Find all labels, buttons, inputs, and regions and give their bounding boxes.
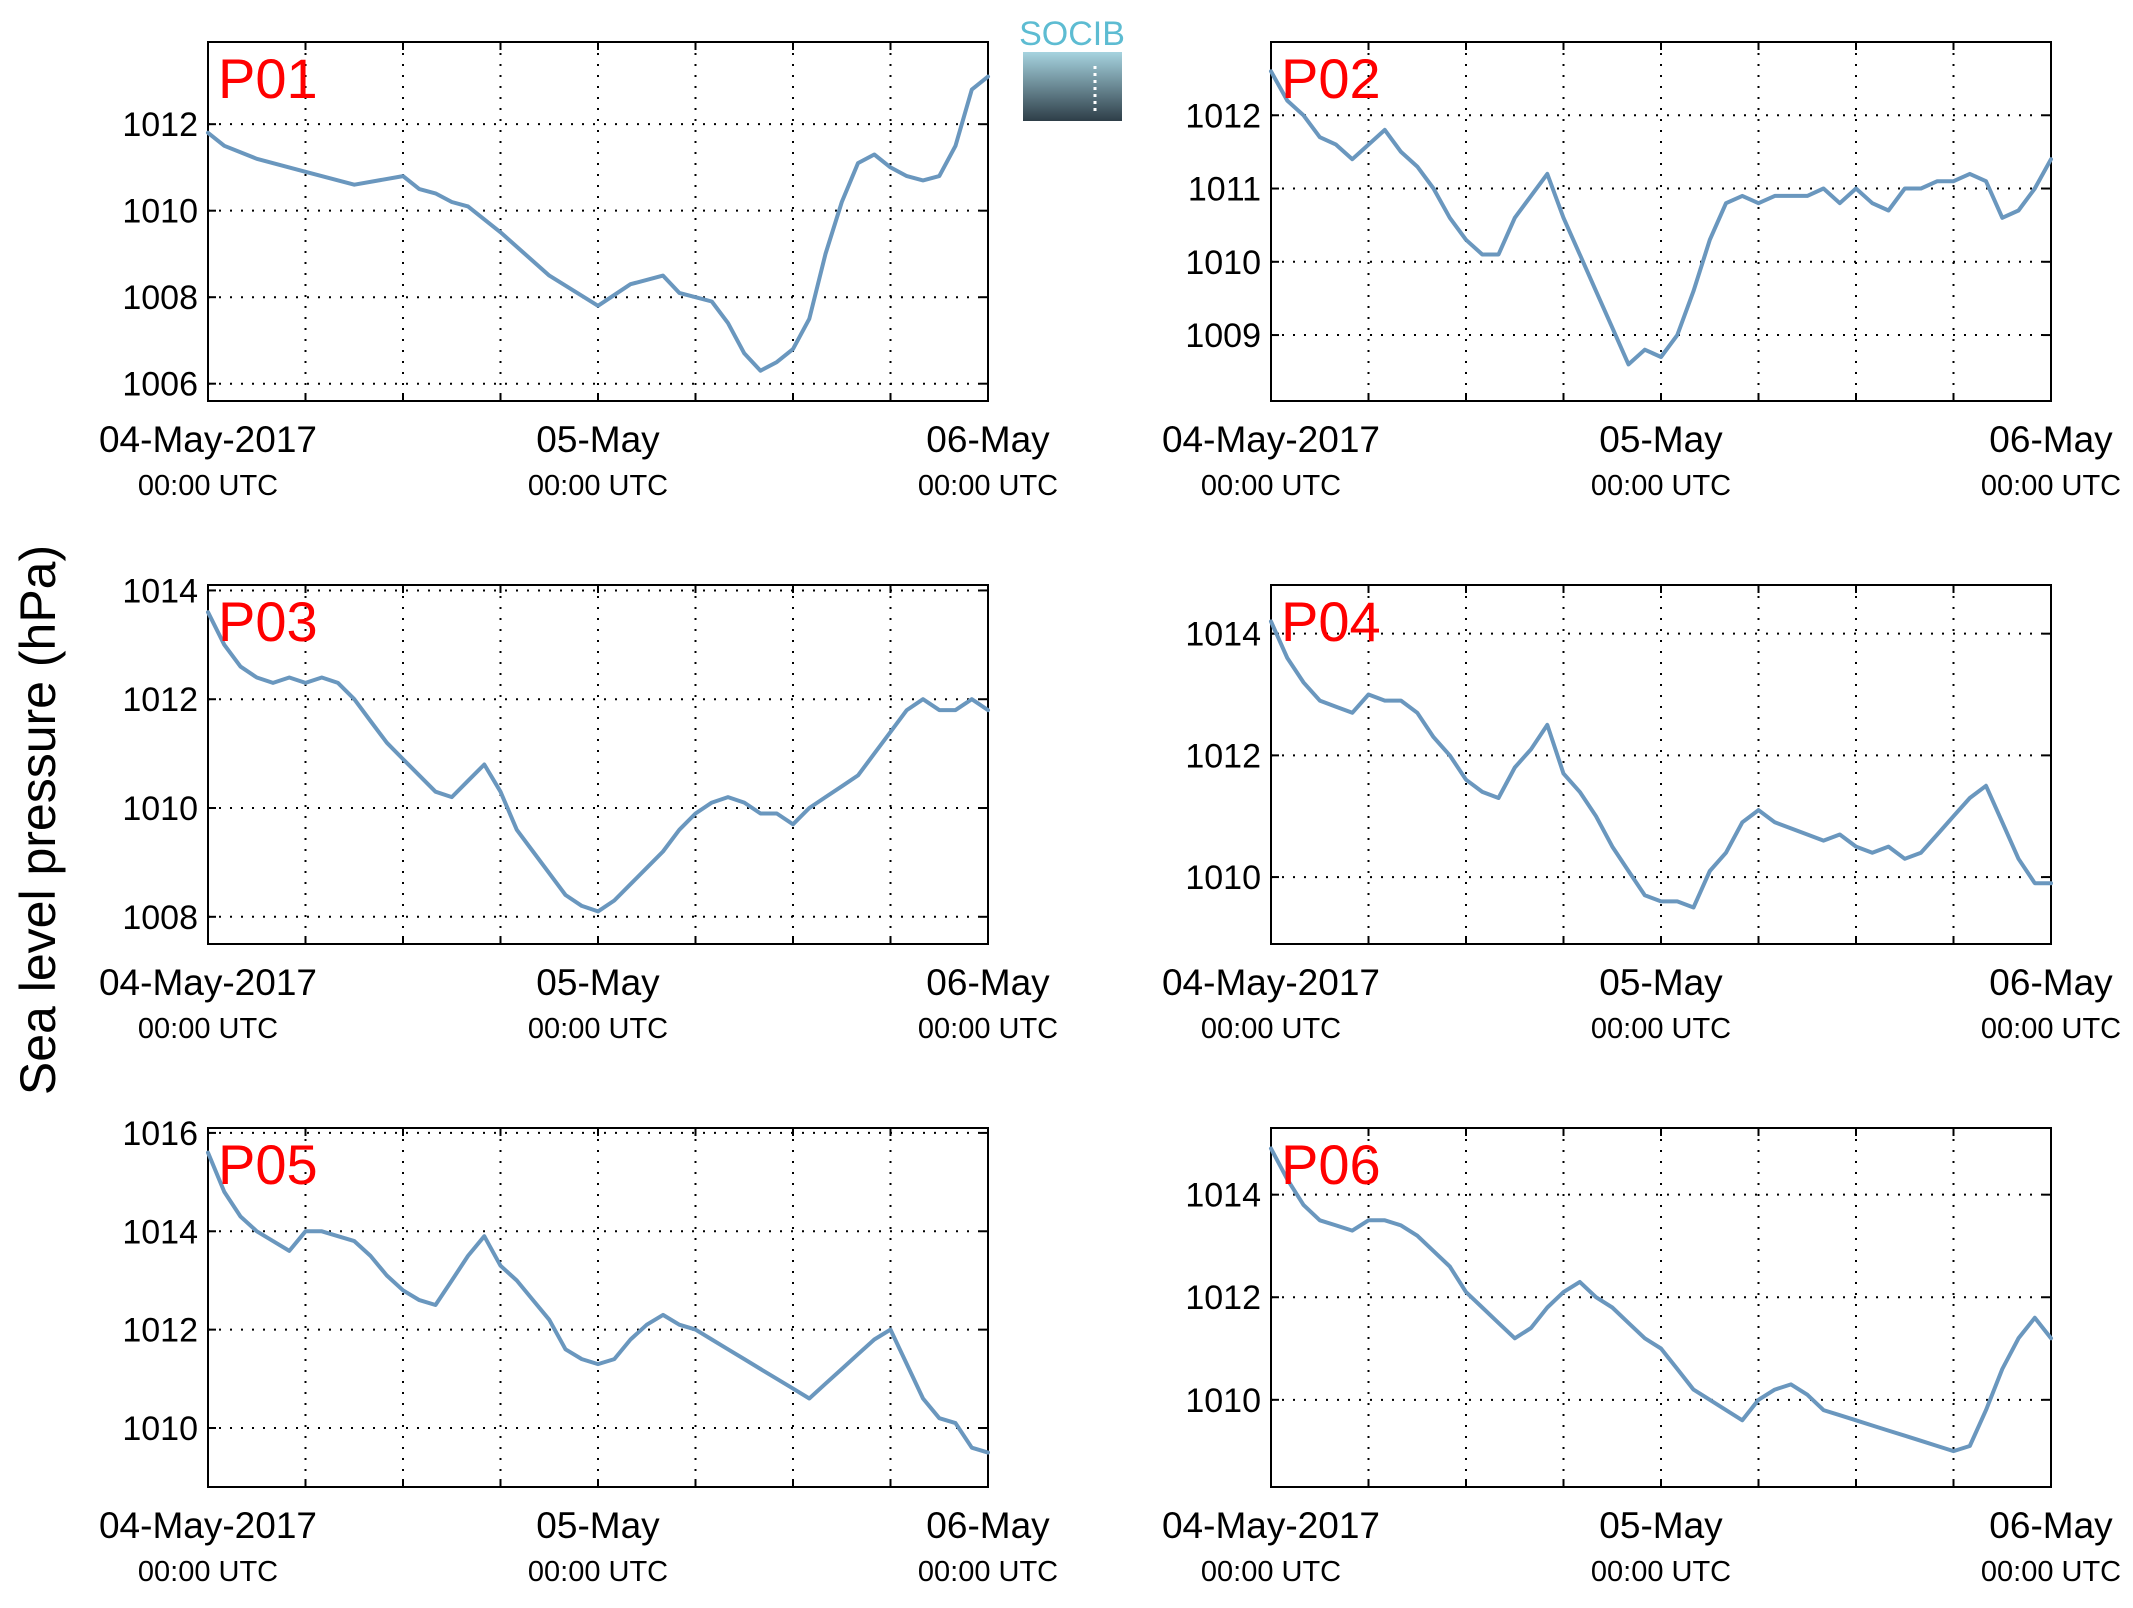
axes-frame (1270, 41, 2052, 402)
x-tick-label-time: 00:00 UTC (528, 1556, 668, 1588)
series-line (1269, 619, 2053, 910)
x-tick-label-time: 00:00 UTC (1981, 1556, 2121, 1588)
axes-frame (207, 1127, 989, 1488)
series-line (1269, 1146, 2053, 1454)
axes-frame (207, 41, 989, 402)
panel-label: P04 (1281, 590, 1381, 653)
y-axis-label: Sea level pressure (hPa) (10, 545, 66, 1095)
socib-logo: SOCIB (1019, 15, 1125, 121)
x-tick-label-date: 06-May (1989, 962, 2113, 1003)
x-tick-label-date: 06-May (926, 419, 1050, 460)
y-tick-label: 1014 (122, 572, 198, 610)
x-tick-label-date: 05-May (536, 1505, 660, 1546)
panel-label: P06 (1281, 1133, 1381, 1196)
y-tick-label: 1010 (1185, 244, 1261, 282)
x-tick-label-date: 04-May-2017 (99, 1505, 317, 1546)
x-tick-label-date: 06-May (926, 962, 1050, 1003)
x-tick-label-date: 04-May-2017 (1162, 1505, 1380, 1546)
x-tick-label-date: 05-May (536, 962, 660, 1003)
y-tick-label: 1014 (122, 1213, 198, 1251)
panel-p05: 1010 1012 1014 1016 04-May-2017 00:00 UTC 05-M… (99, 1115, 1058, 1588)
x-tick-label-date: 05-May (1599, 962, 1723, 1003)
panel-p03: 1008 1010 1012 1014 04-May-2017 00:00 UTC 05-M… (99, 572, 1058, 1045)
y-tick-label: 1010 (122, 193, 198, 231)
x-tick-label-time: 00:00 UTC (1591, 470, 1731, 502)
x-tick-label-time: 00:00 UTC (1981, 1013, 2121, 1045)
panel-label: P05 (218, 1133, 318, 1196)
x-tick-label-date: 05-May (536, 419, 660, 460)
y-tick-label: 1010 (1185, 1382, 1261, 1420)
x-tick-label-time: 00:00 UTC (1981, 470, 2121, 502)
axes-frame (207, 584, 989, 945)
x-tick-label-time: 00:00 UTC (1201, 470, 1341, 502)
y-tick-label: 1014 (1185, 1177, 1261, 1215)
y-tick-label: 1012 (122, 1312, 198, 1350)
x-tick-label-date: 05-May (1599, 1505, 1723, 1546)
x-tick-label-time: 00:00 UTC (1201, 1013, 1341, 1045)
panel-label: P01 (218, 47, 318, 110)
x-tick-label-date: 04-May-2017 (99, 419, 317, 460)
panel-p04: 1010 1012 1014 04-May-2017 00:00 UTC 05-May 00… (1162, 584, 2121, 1045)
panel-label: P02 (1281, 47, 1381, 110)
x-tick-label-date: 04-May-2017 (1162, 962, 1380, 1003)
x-tick-label-time: 00:00 UTC (138, 1556, 278, 1588)
x-tick-label-date: 06-May (1989, 1505, 2113, 1546)
x-tick-label-date: 06-May (1989, 419, 2113, 460)
y-tick-label: 1012 (1185, 97, 1261, 135)
panel-label: P03 (218, 590, 318, 653)
y-tick-label: 1014 (1185, 616, 1261, 654)
x-tick-label-time: 00:00 UTC (528, 1013, 668, 1045)
y-tick-label: 1012 (1185, 737, 1261, 775)
y-tick-label: 1012 (122, 681, 198, 719)
x-tick-label-time: 00:00 UTC (918, 1556, 1058, 1588)
y-tick-label: 1006 (122, 366, 198, 404)
x-tick-label-time: 00:00 UTC (138, 1013, 278, 1045)
y-tick-label: 1010 (122, 790, 198, 828)
axes-frame (1270, 584, 2052, 945)
logo-text: SOCIB (1019, 15, 1125, 53)
x-tick-label-time: 00:00 UTC (918, 470, 1058, 502)
y-tick-label: 1012 (1185, 1279, 1261, 1317)
panel-p06: 1010 1012 1014 04-May-2017 00:00 UTC 05-May 00… (1162, 1127, 2121, 1588)
x-tick-label-time: 00:00 UTC (138, 470, 278, 502)
y-tick-label: 1012 (122, 106, 198, 144)
x-tick-label-time: 00:00 UTC (528, 470, 668, 502)
x-tick-label-date: 05-May (1599, 419, 1723, 460)
x-tick-label-date: 04-May-2017 (99, 962, 317, 1003)
axes-frame (1270, 1127, 2052, 1488)
panel-p01: 1006 1008 1010 1012 04-May-2017 00:00 UTC 05-M… (99, 41, 1058, 502)
series-line (206, 74, 990, 373)
y-tick-label: 1009 (1185, 317, 1261, 355)
x-tick-label-date: 06-May (926, 1505, 1050, 1546)
series-line (206, 610, 990, 914)
series-line (1269, 69, 2053, 367)
x-tick-label-time: 00:00 UTC (1591, 1556, 1731, 1588)
y-tick-label: 1008 (122, 279, 198, 317)
panel-p02: 1009 1010 1011 1012 04-May-2017 00:00 UTC 05-M… (1162, 41, 2121, 502)
x-tick-label-time: 00:00 UTC (918, 1013, 1058, 1045)
x-tick-label-time: 00:00 UTC (1201, 1556, 1341, 1588)
series-line (206, 1150, 990, 1455)
logo-block (1023, 52, 1122, 121)
y-tick-label: 1010 (1185, 859, 1261, 897)
y-tick-label: 1010 (122, 1410, 198, 1448)
x-tick-label-date: 04-May-2017 (1162, 419, 1380, 460)
y-tick-label: 1016 (122, 1115, 198, 1153)
x-tick-label-time: 00:00 UTC (1591, 1013, 1731, 1045)
y-tick-label: 1011 (1188, 171, 1261, 209)
y-tick-label: 1008 (122, 899, 198, 937)
